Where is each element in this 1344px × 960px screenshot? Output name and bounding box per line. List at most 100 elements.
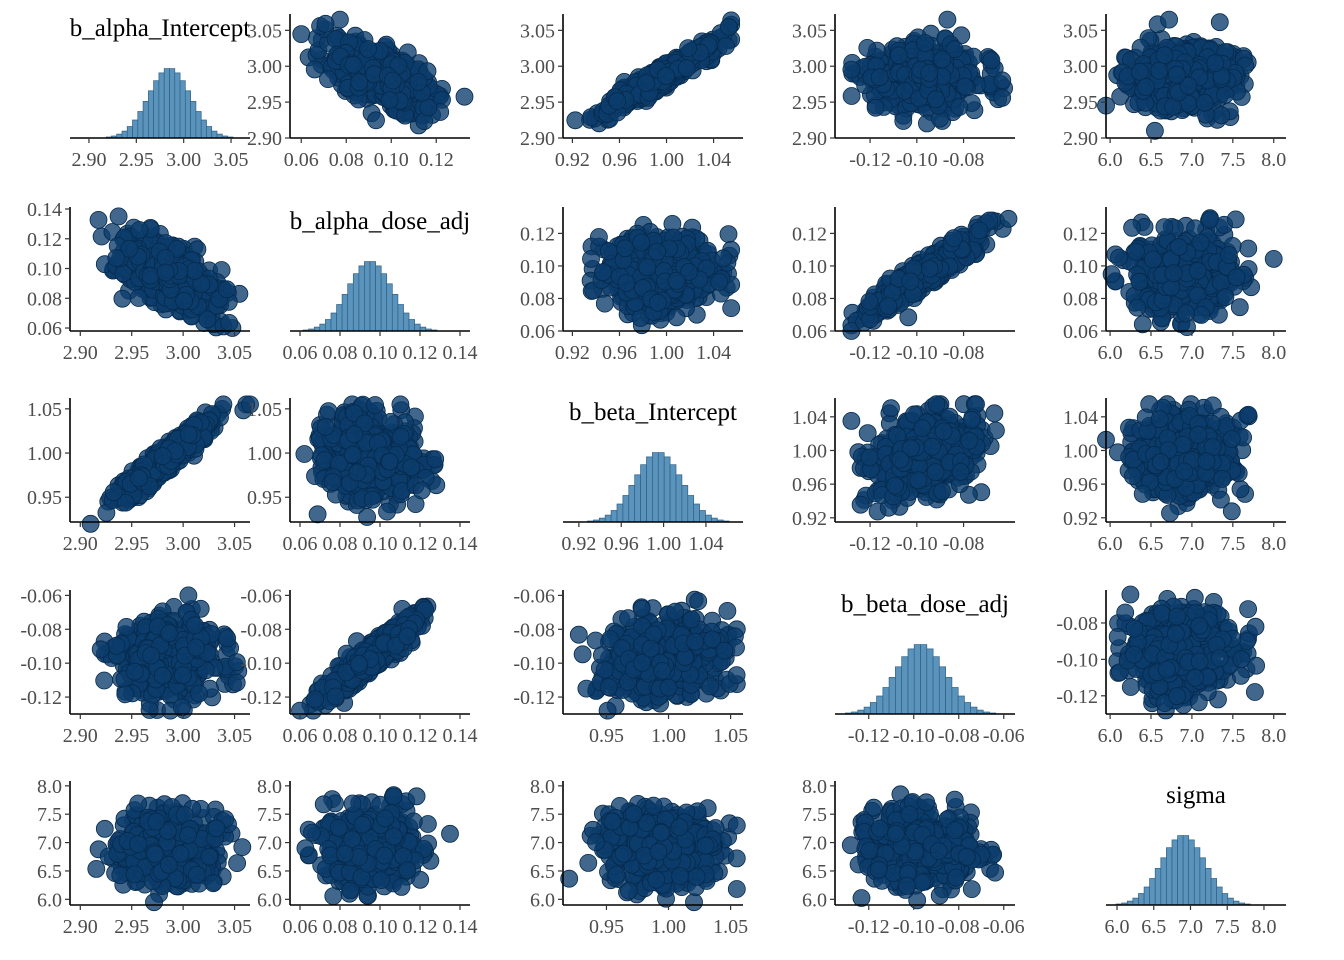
scatter-points [292, 10, 474, 135]
x-tick-label: 1.00 [649, 149, 684, 171]
data-point [595, 294, 614, 313]
histogram-bars [302, 261, 438, 332]
y-tick-label: 0.06 [27, 318, 62, 340]
data-point [1210, 13, 1229, 32]
data-point [590, 228, 608, 246]
data-point [950, 98, 969, 116]
x-tick-label: -0.10 [896, 149, 938, 171]
x-tick-label: 6.5 [1139, 342, 1164, 364]
panel-0-2: 2.902.953.003.050.92 0.96 1.00 1.04 [520, 11, 743, 171]
data-point [860, 292, 879, 311]
y-tick-label: 3.05 [247, 20, 282, 42]
x-tick-label: 3.00 [166, 342, 201, 364]
x-tick-label: 0.14 [443, 342, 478, 364]
x-tick-label: 6.0 [1098, 149, 1123, 171]
scatter-points [1097, 10, 1257, 140]
y-tick-label: 2.95 [792, 92, 827, 114]
histogram-bar [211, 130, 218, 139]
panel-1-0: 0.060.080.100.120.142.90 2.95 3.00 3.05 [27, 199, 252, 364]
scatter-points [81, 395, 259, 533]
data-point [970, 221, 989, 240]
x-tick-label: 0.06 [284, 149, 319, 171]
data-point [933, 50, 951, 69]
x-tick-label: 8.0 [1261, 149, 1286, 171]
data-point [582, 249, 600, 268]
data-point [1206, 54, 1225, 72]
data-point [1123, 218, 1141, 237]
data-point [129, 469, 148, 488]
x-tick-label: 0.08 [323, 342, 358, 364]
y-tick-label: 3.00 [520, 56, 555, 78]
data-point [1167, 65, 1186, 84]
data-point [638, 258, 657, 277]
data-point [719, 17, 738, 36]
parameter-title: b_alpha_dose_adj [290, 208, 471, 235]
histogram-bar [190, 101, 197, 139]
data-point [616, 239, 634, 258]
histogram-bar [184, 90, 191, 139]
panel-0-1: 2.902.953.003.050.06 0.08 0.10 0.12 [247, 10, 474, 171]
data-point [220, 313, 239, 332]
histogram-bar [137, 111, 144, 139]
data-point [916, 34, 934, 52]
panel-1-3: 0.060.080.100.12-0.12 -0.10 -0.08 [792, 207, 1018, 364]
y-tick-label: 2.90 [520, 128, 555, 150]
y-tick-label: 0.08 [520, 288, 555, 310]
histogram-bar [195, 111, 202, 139]
data-point [1155, 46, 1174, 65]
histogram-bar [375, 265, 382, 332]
x-tick-label: 0.10 [363, 342, 398, 364]
data-point [1155, 218, 1174, 237]
y-tick-label: 0.06 [792, 321, 827, 343]
scatter-points [89, 207, 249, 337]
x-tick-label: 0.12 [403, 342, 438, 364]
data-point [1144, 250, 1162, 269]
data-point [667, 271, 686, 290]
histogram-bar [206, 126, 213, 139]
data-point [842, 60, 861, 79]
data-point [1216, 288, 1235, 307]
x-tick-label: 3.05 [217, 533, 252, 555]
data-point [927, 90, 945, 109]
y-tick-label: 2.90 [247, 128, 282, 150]
data-point [866, 98, 885, 117]
data-point [938, 10, 957, 29]
histogram-bar [386, 283, 393, 332]
x-tick-label: 0.96 [602, 342, 637, 364]
data-point [842, 87, 861, 105]
x-tick-label: 6.0 [1098, 342, 1123, 364]
histogram-bar [142, 101, 149, 139]
y-tick-label: 1.05 [27, 399, 62, 421]
panel-2-0: 0.951.001.052.90 2.95 3.00 3.05 [27, 395, 259, 555]
histogram-bar [132, 119, 139, 139]
y-tick-label: 1.00 [27, 443, 62, 465]
data-point [81, 514, 100, 533]
x-tick-label: 3.05 [214, 149, 249, 171]
y-tick-label: 0.95 [27, 487, 62, 509]
data-point [455, 87, 474, 106]
data-point [1130, 62, 1149, 81]
data-point [175, 291, 194, 310]
data-point [999, 209, 1018, 228]
x-tick-label: 0.08 [329, 149, 364, 171]
histogram-bar [358, 265, 365, 332]
scatter-points [581, 214, 741, 335]
panel-1-4: 0.060.080.100.126.0 6.5 7.0 7.5 8.0 [1063, 207, 1286, 364]
histogram-bar [158, 72, 165, 139]
data-point [1130, 272, 1149, 291]
y-tick-label: 3.00 [1063, 56, 1098, 78]
data-point [113, 289, 132, 308]
data-point [657, 67, 675, 85]
data-point [1192, 305, 1211, 324]
x-tick-label: 2.90 [63, 342, 98, 364]
x-tick-label: 0.92 [555, 149, 590, 171]
histogram-bar [403, 312, 410, 332]
x-tick-label: 7.5 [1220, 342, 1245, 364]
y-tick-label: 0.12 [520, 223, 555, 245]
data-point [608, 92, 626, 110]
data-point [1220, 246, 1238, 264]
data-point [667, 308, 686, 327]
scatter-points [1102, 209, 1283, 337]
